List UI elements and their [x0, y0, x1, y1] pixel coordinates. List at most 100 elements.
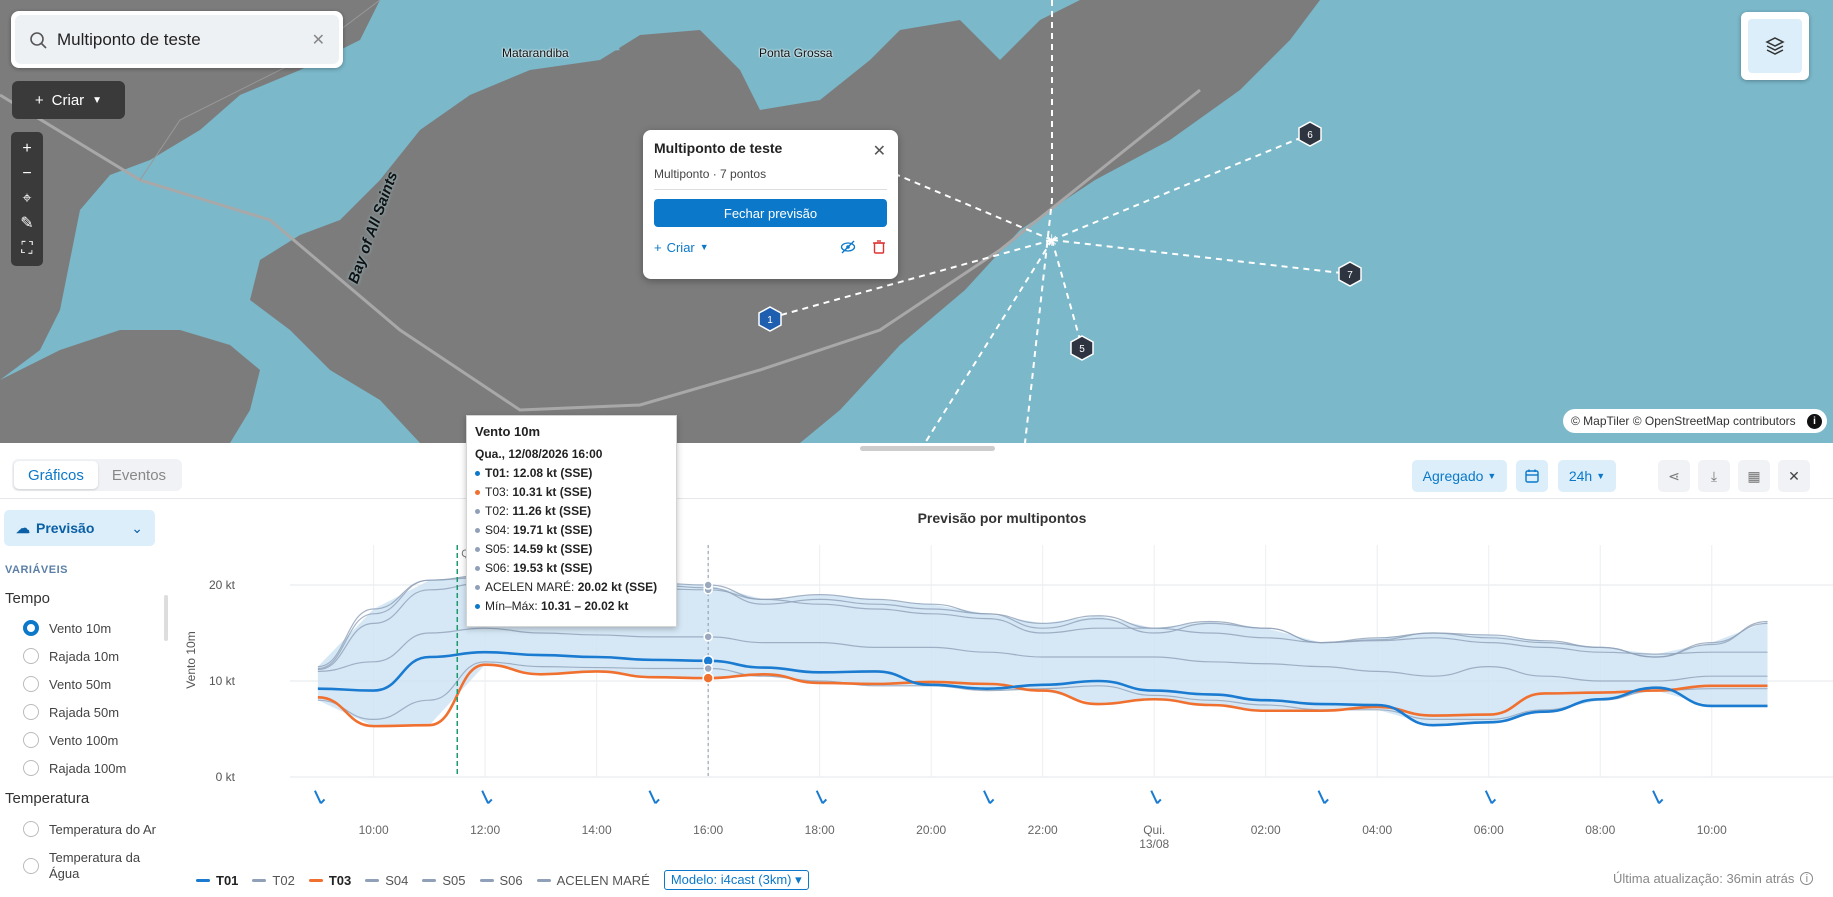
legend-item[interactable]: S06	[479, 872, 523, 888]
trash-icon[interactable]	[871, 239, 887, 255]
legend-item[interactable]: T03	[308, 872, 352, 888]
map-marker-5[interactable]: 5	[1070, 335, 1094, 361]
group-tempo: Tempo	[5, 590, 51, 607]
clear-search-icon[interactable]: ✕	[311, 31, 325, 49]
map-view[interactable]: ✳ Matarandiba Ponta Grossa Bay of All Sa…	[0, 0, 1833, 443]
criar-button[interactable]: + Criar ▼	[12, 81, 125, 119]
x-tick-label: Qui.	[1143, 823, 1165, 837]
x-tick-label: 16:00	[693, 823, 723, 837]
close-forecast-button[interactable]: Fechar previsão	[654, 199, 887, 227]
zoom-out-icon[interactable]: −	[22, 164, 32, 182]
forecast-chart[interactable]: Previsão por multipontos Vento 10m Qua..…	[180, 505, 1833, 865]
hide-icon[interactable]	[840, 239, 856, 255]
chevron-down-icon: ▼	[1487, 471, 1497, 481]
wind-arrow-head	[989, 798, 995, 805]
plus-icon: +	[34, 91, 44, 109]
map-attribution: © MapTiler © OpenStreetMap contributors …	[1563, 409, 1827, 433]
hover-point	[702, 672, 714, 684]
radio-icon	[23, 676, 39, 692]
tooltip-series-name: T02:	[485, 504, 513, 518]
popup-title: Multiponto de teste	[654, 140, 783, 156]
map-marker-6[interactable]: 6	[1298, 121, 1322, 147]
x-tick-label: 08:00	[1585, 823, 1615, 837]
tab-eventos[interactable]: Eventos	[111, 466, 167, 484]
legend-item[interactable]: ACELEN MARÉ	[536, 872, 650, 888]
radio-vento-50m[interactable]: Vento 50m	[23, 676, 111, 692]
legend-swatch-icon	[196, 878, 210, 882]
radio-label: Rajada 50m	[49, 704, 120, 720]
locate-icon[interactable]: ⌖	[22, 189, 32, 207]
legend-item[interactable]: S05	[422, 872, 466, 888]
calendar-button[interactable]	[1516, 460, 1548, 492]
fullscreen-icon[interactable]: ⛶	[21, 240, 33, 258]
radio-temperatura-ar[interactable]: Temperatura do Ar	[23, 821, 156, 837]
zoom-in-icon[interactable]: +	[22, 139, 32, 157]
criar-label: Criar	[51, 91, 85, 109]
range-label: 24h	[1568, 468, 1593, 484]
legend-label: T03	[328, 872, 352, 888]
tab-graficos[interactable]: Gráficos	[14, 461, 98, 489]
map-marker-1[interactable]: 1	[758, 306, 782, 332]
hover-point	[703, 632, 713, 642]
calendar-icon	[1525, 469, 1539, 483]
tooltip-row: S05: 14.59 kt (SSE)	[475, 540, 668, 559]
series-dot-icon	[475, 585, 480, 591]
svg-text:7: 7	[1347, 270, 1353, 281]
tooltip-series-value: 19.53 kt (SSE)	[513, 561, 593, 575]
sidebar-scrollbar[interactable]	[164, 595, 168, 641]
wind-arrow-shaft	[1652, 790, 1660, 804]
search-box[interactable]: Multiponto de teste ✕	[11, 11, 343, 68]
radio-icon	[23, 760, 39, 776]
radio-vento-10m[interactable]: Vento 10m	[23, 620, 111, 636]
radio-icon	[23, 858, 39, 874]
y-tick-label: 20 kt	[209, 578, 236, 592]
x-tick-label: 10:00	[359, 823, 389, 837]
map-marker-7[interactable]: 7	[1338, 261, 1362, 287]
model-dropdown[interactable]: Modelo: i4cast (3km) ▾	[663, 870, 809, 890]
variables-sidebar: ☁ Previsão ⌄ VARIÁVEIS Tempo Vento 10m R…	[0, 500, 170, 897]
legend-label: S05	[442, 872, 466, 888]
resize-handle[interactable]	[860, 446, 995, 451]
legend-item[interactable]: S04	[365, 873, 408, 888]
plus-icon: +	[654, 239, 662, 255]
wind-arrow-head	[654, 798, 660, 805]
radio-rajada-10m[interactable]: Rajada 10m	[23, 648, 119, 664]
chevron-down-icon: ▼	[1596, 471, 1606, 481]
info-icon[interactable]: i	[1807, 413, 1822, 429]
ruler-icon[interactable]: ✎	[20, 215, 34, 233]
x-tick-label: 22:00	[1028, 823, 1058, 837]
wind-arrow-shaft	[983, 790, 991, 804]
x-tick-label: 13/08	[1139, 837, 1169, 851]
layers-icon	[1765, 37, 1785, 55]
tooltip-series-name: S06:	[485, 561, 514, 575]
table-button[interactable]: ▦	[1738, 460, 1770, 492]
range-dropdown[interactable]: 24h ▼	[1558, 460, 1616, 492]
legend-label: ACELEN MARÉ	[556, 872, 650, 888]
share-button[interactable]: ⋖	[1658, 460, 1690, 492]
info-icon[interactable]: i	[1800, 872, 1814, 885]
tooltip-series-value: 20.02 kt (SSE)	[577, 580, 658, 594]
close-icon[interactable]: ✕	[872, 143, 886, 160]
search-input[interactable]: Multiponto de teste	[57, 29, 201, 49]
tooltip-series-name: S04:	[485, 523, 514, 537]
wind-arrow-shaft	[314, 790, 322, 804]
close-panel-button[interactable]: ✕	[1778, 460, 1810, 492]
legend-item[interactable]: T02	[252, 873, 295, 888]
radio-selected-icon	[23, 620, 39, 636]
radio-rajada-50m[interactable]: Rajada 50m	[23, 704, 119, 720]
mode-dropdown[interactable]: ☁ Previsão ⌄	[4, 510, 155, 546]
wind-arrow-head	[487, 798, 493, 805]
tooltip-series-name: T01:	[485, 466, 514, 480]
tooltip-series-value: 12.08 kt (SSE)	[513, 466, 593, 480]
radio-rajada-100m[interactable]: Rajada 100m	[23, 760, 126, 776]
legend-label: S06	[499, 872, 523, 888]
aggregate-dropdown[interactable]: Agregado ▼	[1412, 460, 1507, 492]
tooltip-series-value: 10.31 kt (SSE)	[512, 485, 592, 499]
layers-button[interactable]	[1741, 12, 1809, 80]
legend-item[interactable]: T01	[196, 873, 238, 888]
radio-vento-100m[interactable]: Vento 100m	[23, 732, 118, 748]
popup-criar-button[interactable]: Criar	[666, 239, 695, 255]
radio-icon	[23, 648, 39, 664]
download-button[interactable]: ⤓	[1698, 460, 1730, 492]
radio-temperatura-agua[interactable]: Temperatura da Água	[23, 850, 143, 882]
